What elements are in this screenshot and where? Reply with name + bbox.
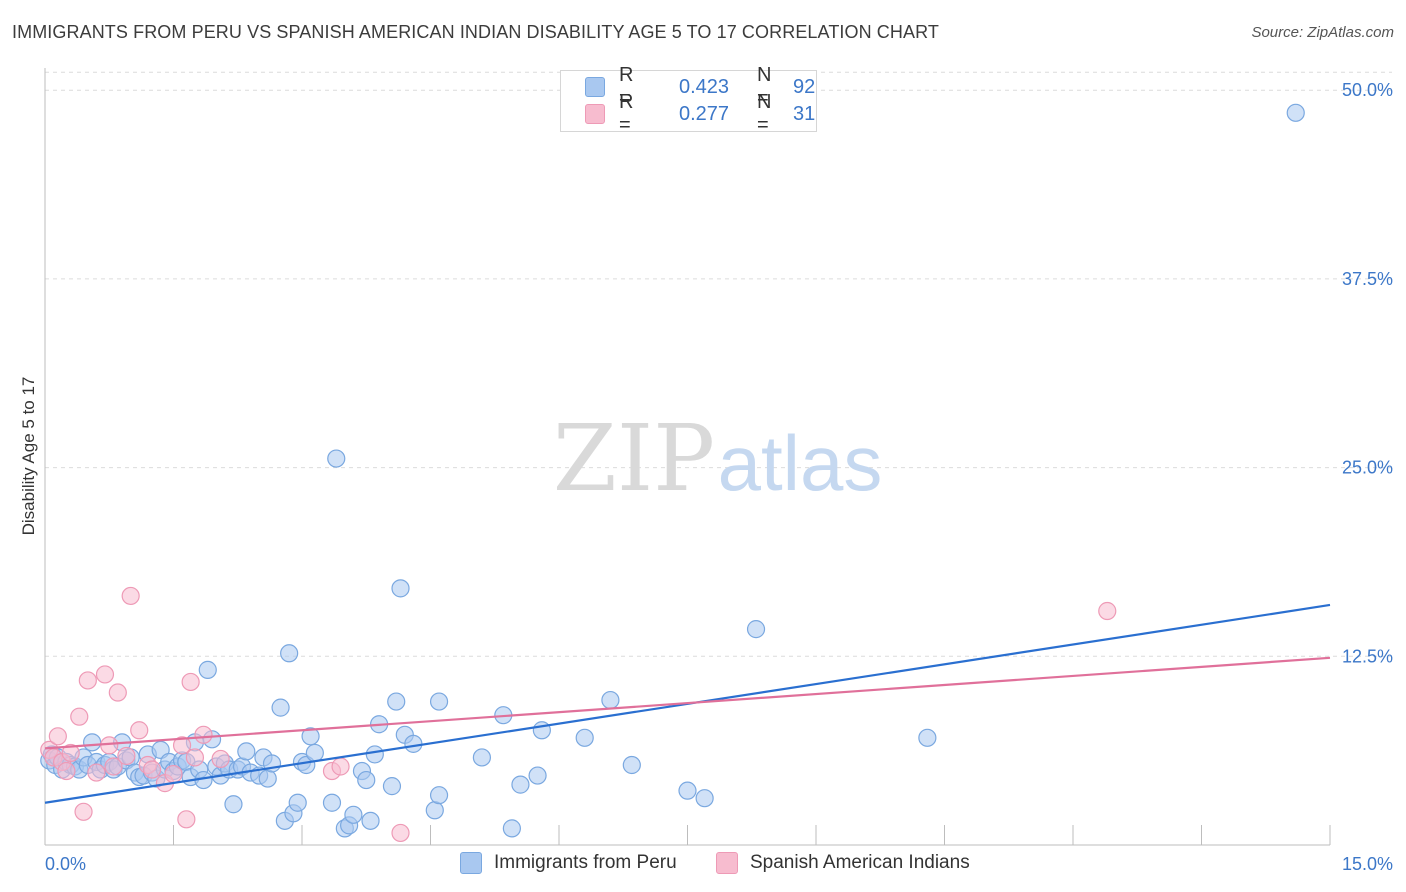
- spanish-american-indians-point: [331, 757, 350, 776]
- peru-point: [361, 811, 380, 830]
- y-tick-label: 50.0%: [1342, 80, 1393, 100]
- spanish-american-indians-point: [177, 810, 196, 829]
- spanish-american-indians-point: [185, 748, 205, 767]
- correlation-legend: R = 0.423 N = 92 R = 0.277 N = 31: [560, 64, 817, 136]
- peru-point: [198, 660, 217, 679]
- legend-r-label: R =: [619, 64, 634, 109]
- series-legend-spanish-american-indians: Spanish American Indians: [716, 852, 970, 874]
- y-axis-label: Disability Age 5 to 17: [19, 377, 38, 536]
- spanish-american-indians-point: [104, 757, 123, 776]
- peru-point: [83, 733, 102, 752]
- spanish-american-indians-point: [57, 761, 76, 781]
- spanish-american-indians-point: [48, 727, 67, 746]
- peru-point: [425, 801, 444, 820]
- spanish-american-indians-point: [130, 721, 149, 740]
- spanish-american-indians-point: [211, 749, 230, 769]
- chart-title: IMMIGRANTS FROM PERU VS SPANISH AMERICAN…: [12, 22, 939, 42]
- peru-point: [357, 770, 376, 790]
- peru-point: [622, 755, 641, 775]
- peru-point: [695, 789, 714, 808]
- spanish-american-indians-point: [108, 683, 127, 702]
- series-legend-swatch-spanish-american-indians: [716, 852, 738, 874]
- y-tick-label: 25.0%: [1342, 458, 1393, 478]
- legend-r-value: 0.277: [679, 102, 730, 125]
- legend-swatch-spanish-american-indians: [585, 104, 605, 124]
- peru-point: [601, 690, 620, 710]
- peru-point: [575, 728, 594, 747]
- peru-point: [322, 793, 342, 812]
- spanish-american-indians-point: [391, 823, 410, 843]
- grid-layer: [45, 71, 1392, 657]
- peru-point: [1286, 103, 1305, 122]
- legend-n-value: 31: [793, 102, 816, 125]
- spanish-american-indians-point: [87, 763, 106, 782]
- spanish-american-indians-point: [181, 672, 200, 692]
- peru-point: [472, 748, 491, 767]
- legend-n-label: N =: [757, 91, 772, 136]
- peru-point: [404, 734, 423, 753]
- series-legend-label: Immigrants from Peru: [494, 852, 677, 873]
- axis-layer: [44, 68, 1331, 846]
- peru-point: [502, 819, 521, 838]
- watermark: ZIP atlas: [553, 405, 882, 512]
- spanish-american-indians-point: [172, 736, 192, 755]
- peru-point: [237, 742, 256, 761]
- series-legend-peru: Immigrants from Peru: [460, 852, 677, 874]
- spanish-american-indians-point: [121, 586, 140, 606]
- points-layer: [40, 103, 1305, 843]
- peru-point: [429, 692, 449, 711]
- watermark-atlas: atlas: [718, 419, 883, 507]
- peru-point: [382, 777, 402, 796]
- series-legend-swatch-peru: [460, 852, 482, 874]
- series-legend: Immigrants from Peru Spanish American In…: [0, 852, 1406, 878]
- legend-n-label: N =: [757, 64, 772, 109]
- peru-point: [746, 620, 766, 639]
- peru-point: [365, 745, 384, 764]
- peru-point: [429, 786, 449, 805]
- spanish-american-indians-point: [1098, 601, 1117, 621]
- y-tick-label: 12.5%: [1342, 646, 1393, 666]
- label-layer: 12.5% 25.0% 37.5% 50.0% 0.0% 15.0%: [45, 80, 1393, 874]
- peru-point: [301, 727, 320, 746]
- peru-point: [678, 781, 697, 800]
- chart-source: Source: ZipAtlas.com: [1251, 24, 1394, 41]
- peru-point: [258, 769, 277, 788]
- peru-point: [224, 795, 243, 814]
- peru-point: [391, 579, 410, 598]
- spanish-american-indians-point: [164, 764, 183, 784]
- y-tick-label: 37.5%: [1342, 269, 1393, 289]
- trend-layer: [44, 603, 1331, 804]
- spanish-american-indians-point: [78, 671, 97, 690]
- peru-point: [305, 743, 324, 763]
- spanish-american-indians-point: [74, 802, 93, 821]
- legend-n-value: 92: [793, 75, 816, 98]
- peru-point: [327, 449, 346, 468]
- peru-point: [918, 728, 937, 747]
- watermark-zip: ZIP: [553, 405, 715, 512]
- spanish-american-indians-point: [61, 743, 80, 763]
- legend-swatch-peru: [585, 77, 605, 97]
- spanish-american-indians-point: [117, 746, 136, 766]
- x-tick-label-max: 15.0%: [1342, 854, 1393, 874]
- peru-point: [280, 644, 299, 663]
- peru-point: [511, 775, 530, 794]
- spanish-american-indians-point: [70, 707, 89, 726]
- spanish-american-indians-point: [142, 760, 162, 779]
- spanish-american-indians-trend-line: [44, 656, 1331, 750]
- legend-r-label: R =: [619, 91, 634, 136]
- peru-point: [288, 793, 307, 812]
- spanish-american-indians-point: [194, 725, 213, 744]
- spanish-american-indians-point: [95, 665, 115, 684]
- peru-point: [528, 766, 547, 785]
- x-tick-label-min: 0.0%: [45, 854, 86, 874]
- peru-point: [344, 805, 363, 824]
- peru-point: [271, 698, 290, 717]
- legend-r-value: 0.423: [679, 75, 730, 98]
- series-legend-label: Spanish American Indians: [750, 852, 970, 873]
- peru-point: [387, 692, 406, 711]
